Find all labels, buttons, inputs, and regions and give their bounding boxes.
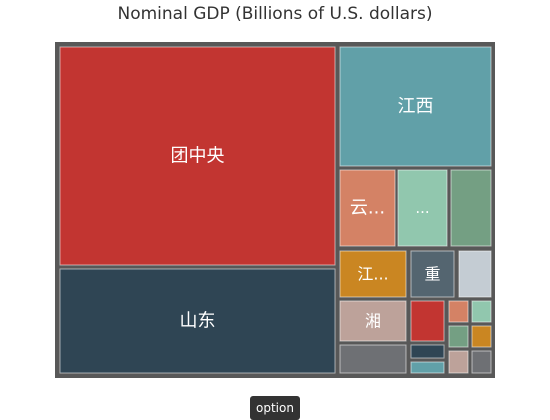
tile-label: 山东 <box>180 311 216 332</box>
treemap-tile[interactable] <box>471 300 492 323</box>
treemap-tile[interactable] <box>448 300 469 323</box>
chart-title: Nominal GDP (Billions of U.S. dollars) <box>117 4 433 24</box>
option-button[interactable]: option <box>250 396 300 420</box>
treemap-tile[interactable] <box>59 46 336 266</box>
treemap-tile[interactable] <box>471 350 492 374</box>
treemap-tile[interactable] <box>339 46 492 167</box>
treemap-tile[interactable] <box>339 344 407 374</box>
tile-label: 湘 <box>365 312 381 331</box>
treemap-tile[interactable] <box>410 300 445 342</box>
treemap-tile[interactable] <box>458 250 492 298</box>
treemap-tile[interactable] <box>339 169 396 247</box>
tile-label: ... <box>415 199 429 217</box>
treemap-tile[interactable] <box>59 268 336 374</box>
treemap-tile[interactable] <box>397 169 448 247</box>
treemap-tile[interactable] <box>410 344 445 359</box>
treemap-tile[interactable] <box>410 361 445 374</box>
treemap-tile[interactable] <box>471 325 492 348</box>
tile-label: 云... <box>350 198 385 219</box>
tile-label: 团中央 <box>171 146 225 167</box>
treemap-tile[interactable] <box>448 350 469 374</box>
tile-label: 江西 <box>398 96 434 117</box>
tile-label: 江... <box>357 265 388 284</box>
treemap-tile[interactable] <box>339 250 407 298</box>
treemap-tile[interactable] <box>448 325 469 348</box>
treemap-tile[interactable] <box>339 300 407 342</box>
tile-label: 重 <box>424 265 440 284</box>
treemap-tile[interactable] <box>410 250 455 298</box>
treemap-tile[interactable] <box>450 169 492 247</box>
